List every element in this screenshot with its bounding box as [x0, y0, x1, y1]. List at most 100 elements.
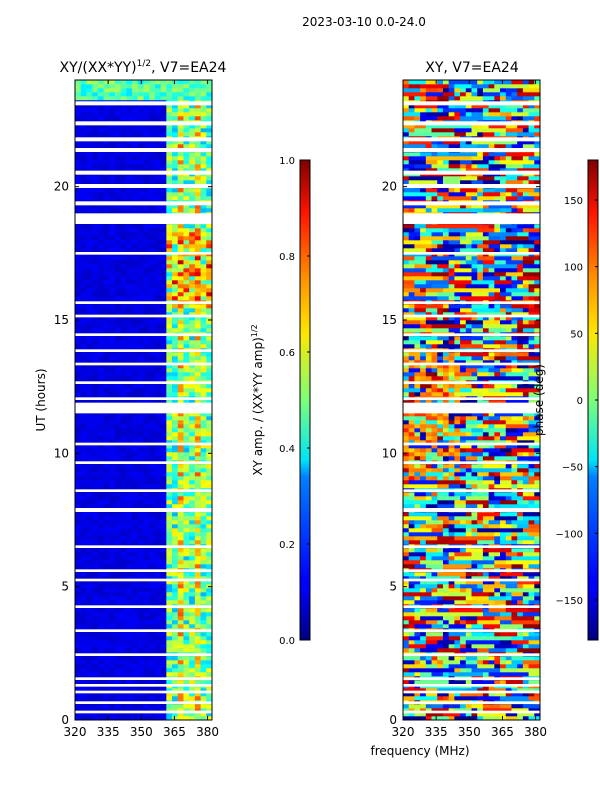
heatmap-cell — [97, 368, 104, 373]
heatmap-cell — [194, 520, 201, 525]
heatmap-cell — [137, 180, 144, 185]
heatmap-cell — [200, 88, 207, 93]
heatmap-cell — [75, 500, 82, 505]
heatmap-cell — [86, 164, 93, 169]
heatmap-cell — [126, 104, 133, 109]
heatmap-cell — [143, 512, 150, 517]
heatmap-cell — [126, 324, 133, 329]
colorbar-tick-label: 0.8 — [279, 252, 295, 263]
heatmap-cell — [166, 492, 173, 497]
heatmap-cell — [114, 556, 121, 561]
heatmap-cell — [132, 492, 139, 497]
heatmap-cell — [109, 400, 116, 405]
heatmap-cell — [189, 580, 196, 585]
heatmap-cell — [500, 564, 507, 569]
heatmap-cell — [172, 356, 179, 361]
heatmap-cell — [75, 588, 82, 593]
heatmap-cell — [109, 224, 116, 229]
heatmap-cell — [92, 608, 99, 613]
heatmap-cell — [143, 320, 150, 325]
heatmap-cell — [114, 368, 121, 373]
heatmap-cell — [132, 464, 139, 469]
heatmap-cell — [177, 644, 184, 649]
heatmap-cell — [517, 556, 524, 561]
heatmap-cell — [482, 668, 489, 673]
heatmap-cell — [92, 124, 99, 129]
heatmap-cell — [166, 716, 173, 721]
heatmap-cell — [160, 704, 167, 709]
heatmap-cell — [460, 552, 467, 557]
heatmap-cell — [149, 244, 156, 249]
heatmap-cell — [132, 620, 139, 625]
heatmap-cell — [97, 92, 104, 97]
heatmap-cell — [166, 128, 173, 133]
heatmap-cell — [420, 640, 427, 645]
heatmap-cell — [465, 664, 472, 669]
heatmap-cell — [92, 328, 99, 333]
heatmap-cell — [414, 600, 421, 605]
heatmap-cell — [114, 616, 121, 621]
heatmap-cell — [206, 116, 213, 121]
heatmap-cell — [126, 592, 133, 597]
heatmap-cell — [114, 292, 121, 297]
heatmap-cell — [160, 260, 167, 265]
colorbar-tick-label: 1.0 — [279, 156, 295, 167]
heatmap-cell — [454, 696, 461, 701]
heatmap-cell — [97, 328, 104, 333]
heatmap-cell — [160, 464, 167, 469]
heatmap-cell — [448, 632, 455, 637]
heatmap-cell — [454, 668, 461, 673]
heatmap-cell — [103, 144, 110, 149]
heatmap-cell — [149, 412, 156, 417]
heatmap-cell — [528, 688, 535, 693]
heatmap-cell — [154, 104, 161, 109]
heatmap-cell — [114, 472, 121, 477]
heatmap-cell — [75, 272, 82, 277]
heatmap-cell — [75, 448, 82, 453]
heatmap-cell — [437, 704, 444, 709]
heatmap-cell — [200, 620, 207, 625]
heatmap-cell — [403, 624, 410, 629]
heatmap-cell — [86, 428, 93, 433]
heatmap-cell — [425, 624, 432, 629]
heatmap-cell — [97, 704, 104, 709]
heatmap-cell — [154, 128, 161, 133]
heatmap-cell — [97, 284, 104, 289]
heatmap-cell — [109, 312, 116, 317]
heatmap-cell — [114, 240, 121, 245]
heatmap-cell — [505, 584, 512, 589]
heatmap-cell — [149, 376, 156, 381]
heatmap-cell — [97, 612, 104, 617]
heatmap-cell — [80, 292, 87, 297]
heatmap-cell — [80, 88, 87, 93]
heatmap-cell — [103, 384, 110, 389]
heatmap-cell — [425, 540, 432, 545]
heatmap-cell — [200, 560, 207, 565]
heatmap-cell — [154, 588, 161, 593]
heatmap-cell — [517, 592, 524, 597]
heatmap-cell — [120, 668, 127, 673]
heatmap-cell — [189, 372, 196, 377]
heatmap-cell — [75, 124, 82, 129]
heatmap-cell — [505, 708, 512, 713]
heatmap-cell — [189, 288, 196, 293]
heatmap-cell — [137, 164, 144, 169]
heatmap-cell — [183, 472, 190, 477]
heatmap-cell — [154, 232, 161, 237]
colorbar-tick-label: 0.6 — [279, 348, 295, 359]
heatmap-cell — [120, 472, 127, 477]
heatmap-cell — [200, 204, 207, 209]
heatmap-cell — [448, 608, 455, 613]
heatmap-cell — [80, 80, 87, 85]
heatmap-cell — [189, 632, 196, 637]
heatmap-cell — [114, 452, 121, 457]
heatmap-cell — [465, 644, 472, 649]
heatmap-cell — [403, 648, 410, 653]
heatmap-cell — [132, 268, 139, 273]
heatmap-cell — [200, 524, 207, 529]
heatmap-cell — [132, 356, 139, 361]
heatmap-cell — [488, 696, 495, 701]
heatmap-cell — [183, 336, 190, 341]
heatmap-cell — [194, 368, 201, 373]
heatmap-cell — [137, 632, 144, 637]
